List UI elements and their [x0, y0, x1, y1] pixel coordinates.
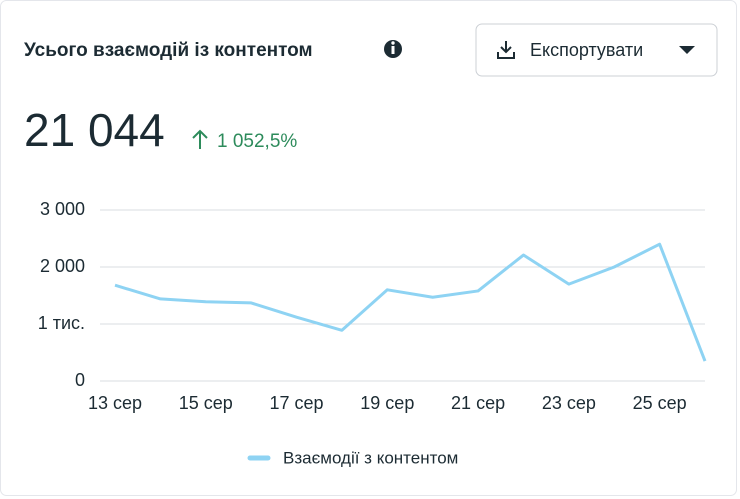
x-tick-label: 21 сер	[451, 393, 505, 413]
info-icon[interactable]	[384, 40, 402, 58]
button-label: Експортувати	[530, 40, 643, 60]
caret-icon	[679, 46, 695, 54]
x-tick-label: 13 сер	[88, 393, 142, 413]
data-line	[114, 242, 707, 362]
total-value: 21 044	[24, 104, 165, 156]
y-tick-label: 1 тис.	[38, 313, 85, 333]
x-tick-label: 23 сер	[542, 393, 596, 413]
y-tick-label: 3 000	[40, 199, 85, 219]
up-arrow	[192, 129, 208, 149]
x-tick-label: 17 сер	[270, 393, 324, 413]
legend-label: Взаємодії з контентом	[283, 448, 458, 467]
download-icon	[497, 41, 515, 59]
x-tick-label: 15 сер	[179, 393, 233, 413]
y-tick-label: 2 000	[40, 256, 85, 276]
export-button[interactable]: Експортувати	[475, 23, 718, 77]
x-tick-label: 19 сер	[360, 393, 414, 413]
x-tick-label: 25 сер	[633, 393, 687, 413]
change-value: 1 052,5%	[217, 131, 297, 152]
y-tick-label: 0	[75, 370, 85, 390]
card-title: Усього взаємодій із контентом	[24, 40, 313, 61]
